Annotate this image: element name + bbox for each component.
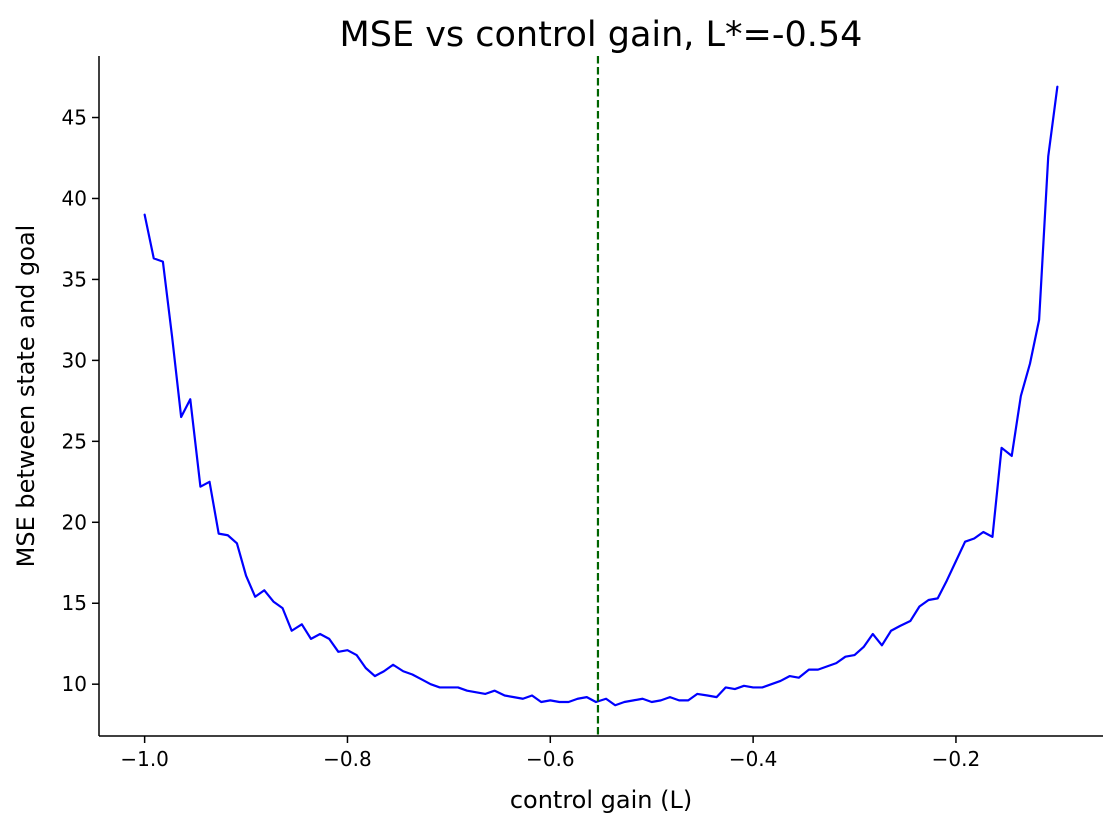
- y-tick-label: 25: [62, 429, 87, 453]
- series-line-0: [143, 85, 1059, 707]
- y-axis-ticks: 10 15 20 25 30 35 40 45: [62, 106, 99, 696]
- x-axis-ticks: −1.0 −0.8 −0.6 −0.4 −0.2: [120, 736, 980, 771]
- y-axis-label: MSE between state and goal: [12, 225, 40, 568]
- y-tick-label: 40: [62, 186, 87, 210]
- x-axis-label: control gain (L): [510, 786, 692, 814]
- chart-title: MSE vs control gain, L*=-0.54: [340, 15, 863, 55]
- x-tick-label: −0.6: [526, 747, 575, 771]
- y-tick-label: 15: [62, 591, 87, 615]
- y-tick-label: 10: [62, 672, 87, 696]
- y-tick-label: 30: [62, 348, 87, 372]
- y-tick-label: 45: [62, 106, 87, 130]
- y-tick-label: 20: [62, 510, 87, 534]
- x-tick-label: −0.8: [323, 747, 372, 771]
- y-tick-label: 35: [62, 267, 87, 291]
- x-tick-label: −0.4: [729, 747, 778, 771]
- plot-area: [143, 56, 1059, 736]
- x-tick-label: −0.2: [932, 747, 981, 771]
- x-tick-label: −1.0: [120, 747, 169, 771]
